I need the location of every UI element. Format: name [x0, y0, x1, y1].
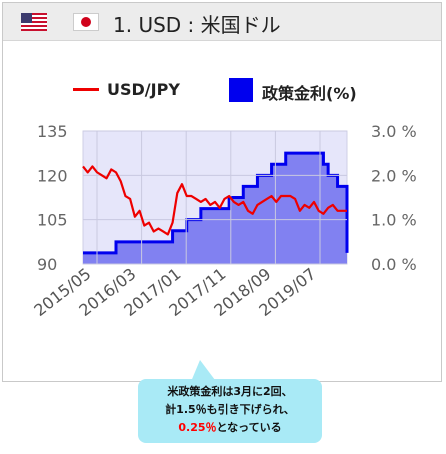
policy-rate-step-line — [83, 151, 349, 255]
left-axis-tick: 90 — [37, 255, 57, 274]
jp-flag-icon — [73, 13, 99, 31]
right-axis-tick: 0.0 % — [371, 255, 417, 274]
chart-panel: 1. USD : 米国ドル — [2, 2, 442, 382]
callout-line-2: 計1.5％も引き下げられ、 — [165, 403, 295, 416]
usdjpy-line — [82, 165, 347, 236]
us-flag-icon — [21, 13, 47, 31]
left-axis-tick: 120 — [37, 166, 68, 185]
legend-line-swatch — [73, 88, 99, 91]
legend-usdjpy-label: USD/JPY — [107, 80, 180, 99]
callout-line-3: 0.25％となっている — [138, 419, 322, 437]
left-axis-tick: 135 — [37, 122, 68, 141]
callout-line-1: 米政策金利は3月に2回、 — [167, 385, 293, 398]
left-axis-tick: 105 — [37, 211, 68, 230]
right-axis-tick: 3.0 % — [371, 122, 417, 141]
right-axis-tick: 2.0 % — [371, 166, 417, 185]
annotation-callout: 米政策金利は3月に2回、 計1.5％も引き下げられ、 0.25％となっている — [138, 379, 322, 443]
callout-highlight: 0.25％ — [178, 421, 217, 434]
right-axis-tick: 1.0 % — [371, 211, 417, 230]
currency-title: 1. USD : 米国ドル — [113, 13, 281, 37]
callout-line-3-rest: となっている — [216, 421, 282, 434]
legend-area-swatch — [229, 78, 253, 102]
panel-header: 1. USD : 米国ドル — [3, 3, 441, 41]
legend-policy-rate-label: 政策金利(%) — [262, 84, 357, 103]
